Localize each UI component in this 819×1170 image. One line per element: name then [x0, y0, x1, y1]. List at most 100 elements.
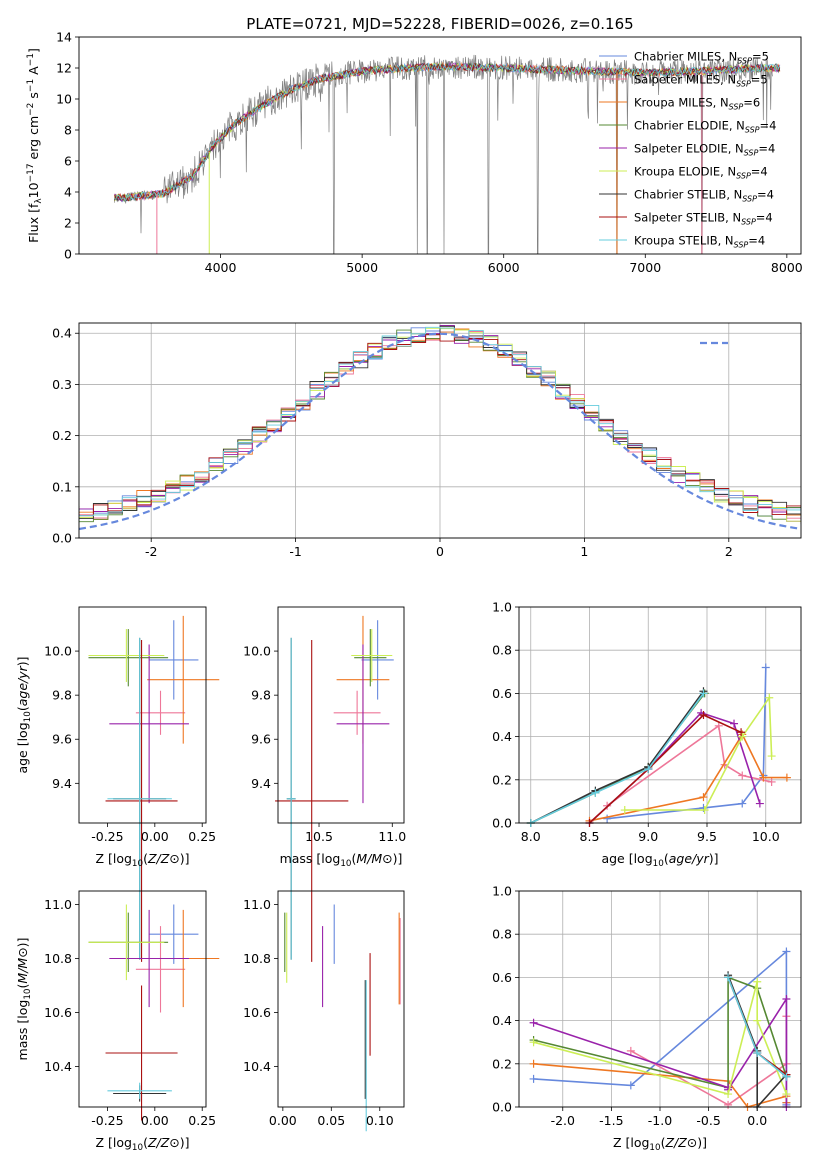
x-tick-label: -1.5: [599, 1113, 623, 1128]
weight-point-marker: [724, 973, 733, 982]
x-tick-label: 0.00: [269, 1113, 297, 1128]
y-tick-label: 10.0: [243, 644, 271, 659]
weight-point-marker: [755, 799, 764, 808]
x-tick-label: 9.5: [697, 829, 717, 844]
y-tick-label: 0.6: [492, 970, 512, 985]
weight-point-marker: [767, 777, 776, 786]
mass-vs-Z-panel: -0.25 0.00 0.25 10.4 10.6 10.8 11.0 Z [log10(Z/…: [15, 890, 220, 1153]
residuals-plot-area: [79, 325, 801, 531]
y-tick-label: 0.2: [52, 428, 72, 443]
x-tick-label: 0.25: [188, 1113, 216, 1128]
weight-point-marker: [730, 719, 739, 728]
x-tick-label: 6000: [488, 260, 520, 275]
y-tick-label: 0.4: [492, 1013, 512, 1028]
weight-point-marker: [626, 1046, 635, 1055]
weight-point-marker: [759, 773, 768, 782]
residual-histogram: [79, 326, 801, 524]
x-tick-label: -2.0: [551, 1113, 575, 1128]
weight-point-marker: [761, 663, 770, 672]
weight-point-marker: [738, 771, 747, 780]
weight-point-marker: [737, 728, 746, 737]
y-tick-label: 0.2: [492, 1056, 512, 1071]
y-tick-label: 10.4: [44, 1059, 72, 1074]
y-tick-label: 0.4: [52, 326, 72, 341]
x-tick-label: 0.00: [141, 1113, 169, 1128]
legend-entry: Kroupa MILES, NSSP=6: [634, 96, 760, 112]
weight-point-marker: [753, 977, 762, 986]
weight-series-line: [530, 692, 705, 824]
weight-point-marker: [765, 693, 774, 702]
y-tick-label: 11.0: [44, 897, 72, 912]
y-tick-label: 0.6: [492, 686, 512, 701]
x-axis-label: mass [log10(M/M⊙)]: [280, 851, 403, 869]
age-vs-Z-panel: -0.25 0.00 0.25 9.4 9.6 9.8 10.0 Z [log10(Z/Z⊙)…: [15, 606, 220, 962]
weight-point-marker: [699, 711, 708, 719]
weight-point-marker: [699, 689, 708, 698]
model-spectrum-line: [114, 62, 781, 202]
weight-point-marker: [603, 801, 612, 810]
y-tick-label: 0.3: [52, 377, 72, 392]
spectrum-panel: 4000 5000 6000 7000 8000 0 2 4 6 8 10 12 14 Flux [fλ1…: [26, 30, 803, 276]
y-tick-label: 0.2: [492, 772, 512, 787]
x-tick-label: 0.00: [141, 829, 169, 844]
y-tick-label: 0.0: [52, 531, 72, 546]
y-tick-label: 2: [64, 216, 72, 231]
x-tick-label: 11.0: [378, 829, 406, 844]
weight-point-marker: [529, 1059, 538, 1068]
weight-vs-Z-panel: -2.0 -1.5 -1.0 -0.5 0.0 0.0 0.2 0.4 0.6 0.8 1.0 Z […: [492, 884, 802, 1153]
y-tick-label: 0.0: [492, 816, 512, 831]
y-axis-label: age [log10(age/yr)]: [15, 656, 33, 773]
spectrum-plot-area: [114, 54, 781, 254]
x-tick-label: 8000: [771, 260, 803, 275]
x-tick-label: 8.0: [521, 829, 541, 844]
axes-frame: [78, 890, 207, 1108]
x-tick-label: 0: [436, 544, 444, 559]
axes-frame: [78, 606, 207, 824]
figure-title: PLATE=0721, MJD=52228, FIBERID=0026, z=0…: [246, 15, 633, 33]
weight-point-marker: [529, 1074, 538, 1083]
model-spectrum-line: [114, 62, 781, 202]
y-tick-label: 6: [64, 154, 72, 169]
y-tick-label: 10.6: [44, 1005, 72, 1020]
y-tick-label: 10.6: [243, 1005, 271, 1020]
weight-point-marker: [782, 1072, 791, 1081]
y-tick-label: 0.8: [492, 927, 512, 942]
y-tick-label: 10: [56, 92, 72, 107]
legend-entry: Salpeter STELIB, NSSP=4: [634, 211, 773, 227]
y-tick-label: 11.0: [243, 897, 271, 912]
x-tick-label: 7000: [629, 260, 661, 275]
axes-frame: [78, 322, 802, 539]
axes-frame: [518, 606, 802, 824]
legend-entry: Salpeter ELODIE, NSSP=4: [634, 142, 775, 158]
y-tick-label: 9.4: [52, 776, 72, 791]
weight-series-line: [607, 667, 767, 820]
axes-frame: [518, 890, 802, 1108]
normal-distribution-curve: [79, 332, 801, 531]
x-tick-label: -0.5: [696, 1113, 720, 1128]
weight-point-marker: [620, 806, 629, 815]
y-tick-label: 8: [64, 123, 72, 138]
y-tick-label: 0.8: [492, 643, 512, 658]
y-tick-label: 9.6: [251, 732, 271, 747]
x-tick-label: 0.25: [188, 829, 216, 844]
x-axis-label: age [log10(age/yr)]: [601, 851, 718, 869]
axes-frame: [277, 606, 405, 824]
x-tick-label: 4000: [205, 260, 237, 275]
x-axis-label: Z [log10(Z/Z⊙)]: [613, 1135, 707, 1153]
weight-point-marker: [738, 799, 747, 808]
y-tick-label: 4: [64, 185, 72, 200]
y-axis-label: Flux [fλ10−17 erg cm−2 s−1 A−1]: [26, 48, 44, 243]
spectrum-legend: Chabrier MILES, NSSP=5 Salpeter MILES, NS…: [599, 50, 776, 250]
weight-point-marker: [714, 721, 723, 730]
x-tick-label: 10.5: [305, 829, 333, 844]
weight-point-marker: [782, 947, 791, 956]
y-tick-label: 1.0: [492, 600, 512, 615]
weight-point-marker: [591, 788, 600, 797]
legend-entry: Kroupa STELIB, NSSP=4: [634, 234, 765, 250]
y-tick-label: 10.0: [44, 644, 72, 659]
x-tick-label: -0.25: [91, 1113, 123, 1128]
legend-entry: Chabrier ELODIE, NSSP=4: [634, 119, 776, 135]
axes-frame: [277, 890, 405, 1108]
y-tick-label: 10.8: [44, 951, 72, 966]
